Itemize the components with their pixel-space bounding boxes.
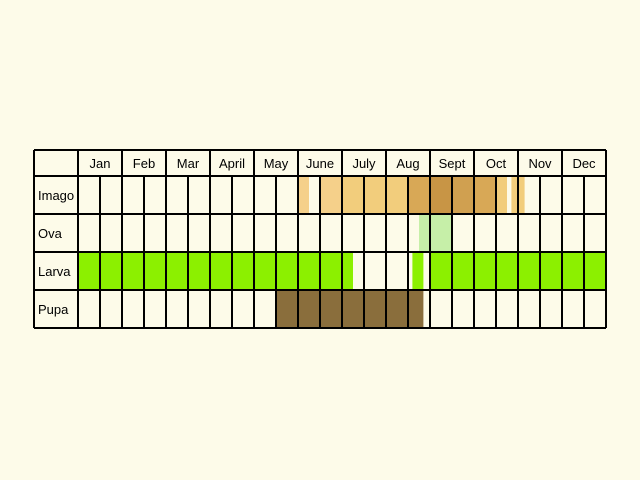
bar-imago-0 xyxy=(298,176,309,214)
month-label-april: April xyxy=(219,156,245,171)
bar-larva-0 xyxy=(78,252,353,290)
bar-imago-6 xyxy=(474,176,496,214)
month-label-jan: Jan xyxy=(90,156,111,171)
bar-imago-7 xyxy=(496,176,507,214)
bar-imago-3 xyxy=(408,176,430,214)
month-label-mar: Mar xyxy=(177,156,200,171)
bar-larva-1 xyxy=(412,252,424,290)
bar-ova-1 xyxy=(441,214,452,252)
bar-pupa-0 xyxy=(276,290,424,328)
month-label-dec: Dec xyxy=(572,156,596,171)
stage-label-ova: Ova xyxy=(38,226,63,241)
stage-label-pupa: Pupa xyxy=(38,302,69,317)
month-label-aug: Aug xyxy=(396,156,419,171)
month-label-nov: Nov xyxy=(528,156,552,171)
bar-imago-1 xyxy=(320,176,342,214)
bar-imago-5 xyxy=(452,176,474,214)
month-label-may: May xyxy=(264,156,289,171)
bar-imago-4 xyxy=(430,176,452,214)
stage-label-larva: Larva xyxy=(38,264,71,279)
stage-label-imago: Imago xyxy=(38,188,74,203)
month-label-june: June xyxy=(306,156,334,171)
month-label-july: July xyxy=(352,156,376,171)
month-label-oct: Oct xyxy=(486,156,507,171)
month-label-feb: Feb xyxy=(133,156,155,171)
bar-imago-2 xyxy=(342,176,408,214)
month-label-sept: Sept xyxy=(439,156,466,171)
